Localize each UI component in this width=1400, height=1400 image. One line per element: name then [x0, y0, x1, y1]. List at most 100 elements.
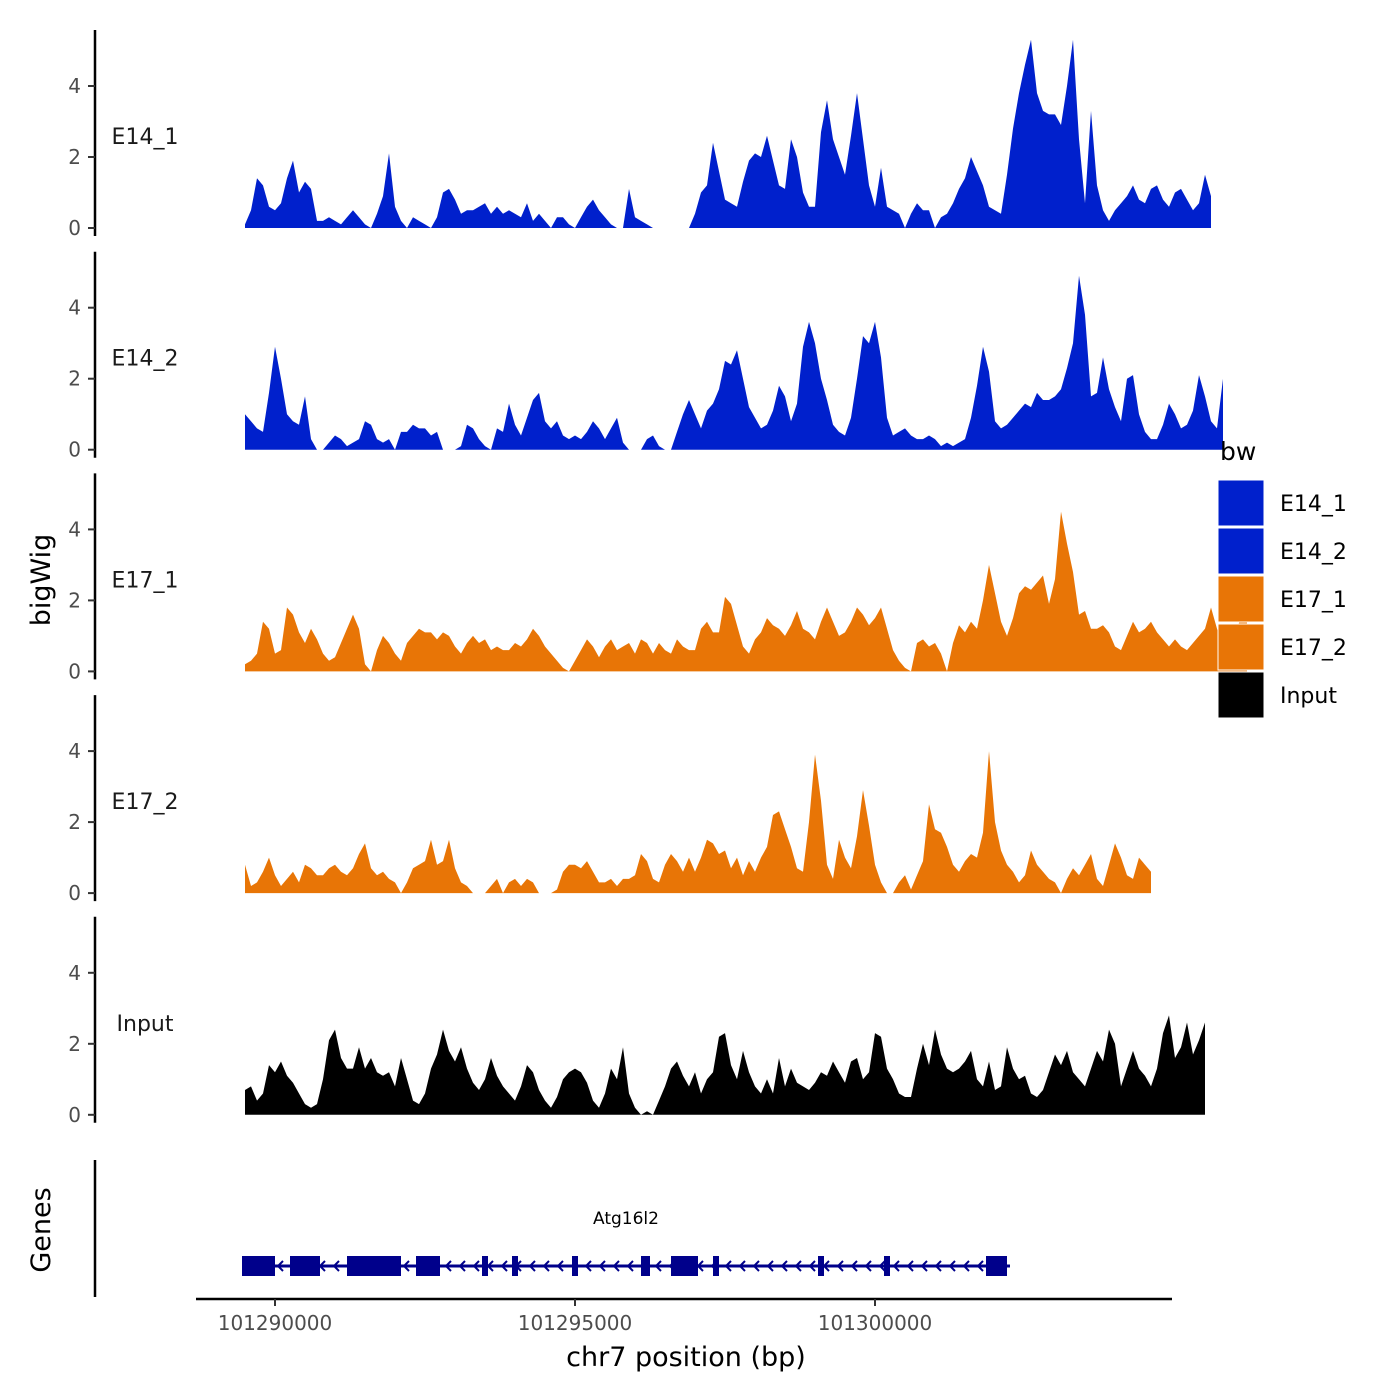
x-tick-label: 101290000 — [218, 1311, 333, 1335]
genes-panel-title: Genes — [26, 1187, 57, 1272]
strand-arrow — [402, 1260, 410, 1272]
strand-arrow — [808, 1260, 816, 1272]
strand-arrow — [444, 1260, 452, 1272]
strand-arrow — [794, 1260, 802, 1272]
strand-arrow — [780, 1260, 788, 1272]
exon — [818, 1256, 824, 1276]
strand-arrow — [892, 1260, 900, 1272]
strand-arrow — [864, 1260, 872, 1272]
legend-swatch — [1217, 623, 1265, 671]
exon — [482, 1256, 488, 1276]
strand-arrow — [752, 1260, 760, 1272]
y-tick-label: 4 — [68, 961, 81, 985]
y-tick-label: 2 — [68, 810, 81, 834]
y-tick-label: 2 — [68, 145, 81, 169]
y-tick-label: 4 — [68, 517, 81, 541]
strand-arrow — [878, 1260, 886, 1272]
coverage-area-Input — [245, 1015, 1205, 1115]
x-tick-label: 101300000 — [818, 1311, 933, 1335]
track-label: E17_2 — [112, 790, 179, 815]
track-label: E14_2 — [112, 347, 179, 372]
legend-label: E17_2 — [1280, 636, 1347, 661]
track-label: E14_1 — [112, 125, 179, 150]
legend-label: E17_1 — [1280, 588, 1347, 613]
y-tick-label: 0 — [68, 659, 81, 683]
strand-arrow — [528, 1260, 536, 1272]
strand-arrow — [976, 1260, 984, 1272]
strand-arrow — [934, 1260, 942, 1272]
strand-arrow — [626, 1260, 634, 1272]
legend-label: E14_2 — [1280, 540, 1347, 565]
legend: bw E14_1 E14_2 E17_1 E17_2 Input — [1217, 437, 1347, 719]
x-axis-title: chr7 position (bp) — [566, 1342, 806, 1373]
exon — [512, 1256, 518, 1276]
coverage-area-E14_2 — [245, 275, 1223, 450]
gene-label: Atg16l2 — [593, 1209, 659, 1229]
y-tick-label: 4 — [68, 296, 81, 320]
exon — [290, 1256, 320, 1276]
strand-arrow — [332, 1260, 340, 1272]
y-axis-title: bigWig — [26, 534, 57, 627]
exon — [641, 1256, 650, 1276]
strand-arrow — [542, 1260, 550, 1272]
strand-arrow — [472, 1260, 480, 1272]
coverage-area-E14_1 — [245, 39, 1211, 228]
strand-arrow — [598, 1260, 606, 1272]
strand-arrow — [850, 1260, 858, 1272]
track-E14_2: 0 2 4 E14_2 — [68, 251, 1223, 462]
y-tick-label: 4 — [68, 74, 81, 98]
y-tick-label: 2 — [68, 588, 81, 612]
strand-arrow — [766, 1260, 774, 1272]
x-tick-label: 101295000 — [518, 1311, 633, 1335]
exon — [884, 1256, 890, 1276]
gene-Atg16l2: Atg16l2 — [242, 1209, 1010, 1276]
y-tick-label: 0 — [68, 881, 81, 905]
y-tick-label: 4 — [68, 739, 81, 763]
exon — [671, 1256, 698, 1276]
coverage-area-E17_2 — [245, 751, 1151, 894]
track-Input: 0 2 4 Input — [68, 916, 1205, 1127]
track-E17_1: 0 2 4 E17_1 — [68, 473, 1247, 683]
strand-arrow — [276, 1260, 284, 1272]
strand-arrow — [738, 1260, 746, 1272]
legend-swatch — [1217, 479, 1265, 527]
strand-arrow — [500, 1260, 508, 1272]
track-label: E17_1 — [112, 568, 179, 593]
x-axis: 101290000 101295000 101300000 — [196, 1297, 1172, 1335]
y-tick-label: 0 — [68, 216, 81, 240]
y-tick-label: 2 — [68, 367, 81, 391]
legend-swatch — [1217, 671, 1265, 719]
legend-swatch — [1217, 575, 1265, 623]
track-E14_1: 0 2 4 E14_1 — [68, 30, 1211, 240]
track-E17_2: 0 2 4 E17_2 — [68, 695, 1151, 905]
y-tick-label: 0 — [68, 438, 81, 462]
y-tick-label: 2 — [68, 1032, 81, 1056]
strand-arrow — [906, 1260, 914, 1272]
strand-arrow — [920, 1260, 928, 1272]
strand-arrow — [654, 1260, 662, 1272]
legend-swatch — [1217, 527, 1265, 575]
strand-arrow — [612, 1260, 620, 1272]
exon — [248, 1256, 275, 1276]
strand-arrow — [584, 1260, 592, 1272]
coverage-area-E17_1 — [245, 511, 1247, 672]
legend-title: bw — [1220, 437, 1256, 466]
exon — [572, 1256, 578, 1276]
strand-arrow — [458, 1260, 466, 1272]
exon — [347, 1256, 401, 1276]
strand-arrow — [556, 1260, 564, 1272]
strand-arrow — [948, 1260, 956, 1272]
strand-arrow — [962, 1260, 970, 1272]
legend-label: E14_1 — [1280, 492, 1347, 517]
exon — [242, 1256, 248, 1276]
legend-label: Input — [1280, 684, 1337, 709]
strand-arrow — [724, 1260, 732, 1272]
track-label: Input — [117, 1012, 174, 1037]
exon — [713, 1256, 719, 1276]
exon — [986, 1256, 1007, 1276]
gene-panel: Atg16l2 — [93, 1160, 1010, 1297]
exon — [416, 1256, 440, 1276]
strand-arrow — [836, 1260, 844, 1272]
coverage-tracks: 0 2 4 E14_1 0 2 4 E14_2 0 2 4 E17_1 0 2 4 E17_2 0 2 4 Input — [68, 30, 1247, 1127]
